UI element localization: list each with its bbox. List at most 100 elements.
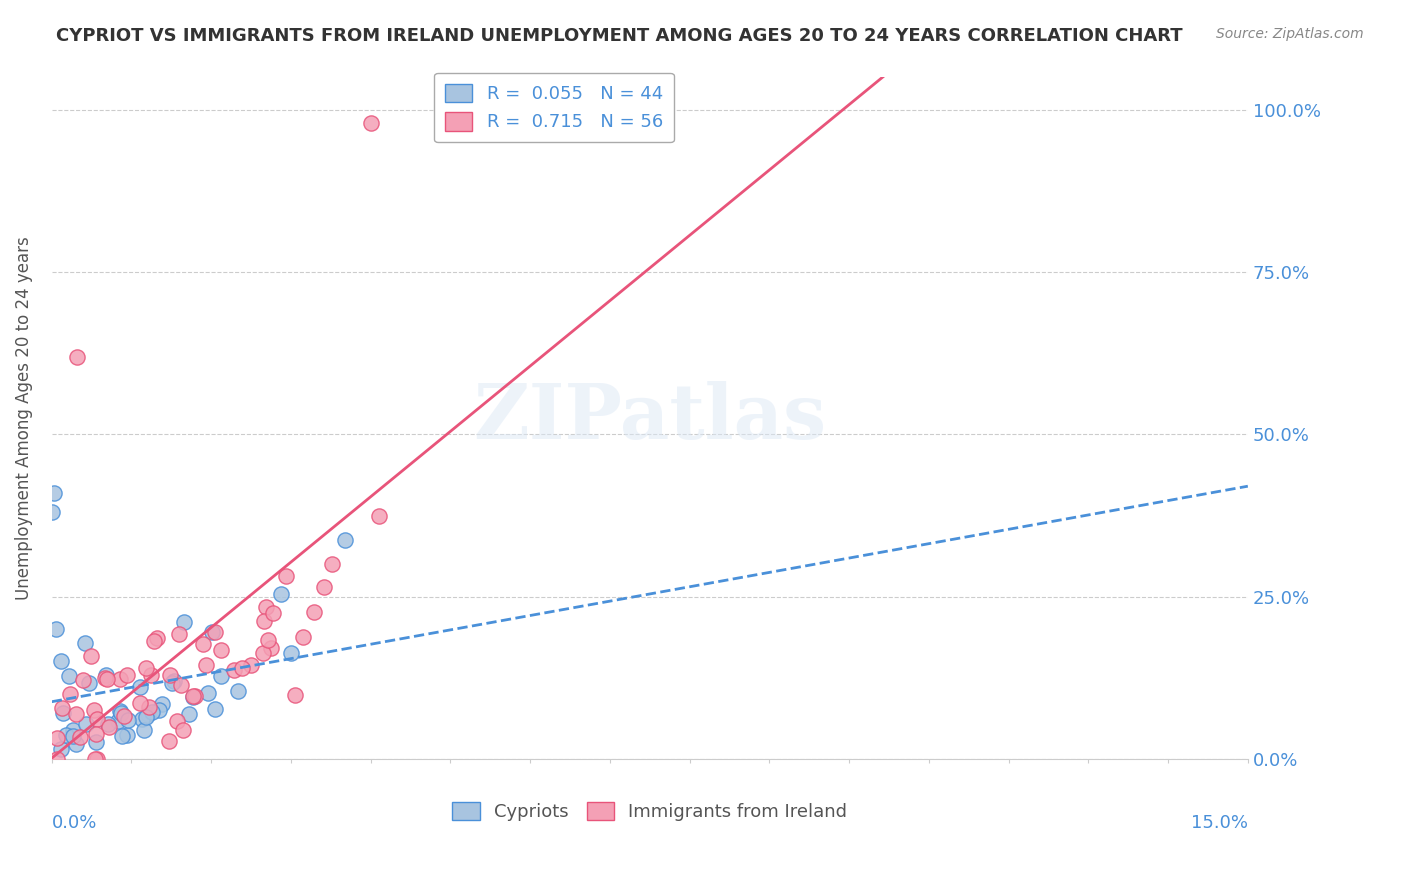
Cypriots [111,729,134,743]
Cypriots [135,710,157,724]
Cypriots [209,669,232,683]
Immigrants from Ireland [254,599,277,614]
Immigrants from Ireland [58,687,80,701]
Immigrants from Ireland [96,672,118,686]
Immigrants from Ireland [46,752,69,766]
Immigrants from Ireland [252,614,274,628]
Cypriots [62,723,84,737]
Immigrants from Ireland [260,640,283,655]
Cypriots [270,587,292,601]
Cypriots [52,706,75,721]
Immigrants from Ireland [129,696,152,710]
Cypriots [117,713,139,727]
Immigrants from Ireland [231,661,253,675]
Immigrants from Ireland [181,689,204,703]
Text: CYPRIOT VS IMMIGRANTS FROM IRELAND UNEMPLOYMENT AMONG AGES 20 TO 24 YEARS CORREL: CYPRIOT VS IMMIGRANTS FROM IRELAND UNEMP… [56,27,1182,45]
Immigrants from Ireland [145,631,167,645]
Cypriots [77,675,100,690]
Immigrants from Ireland [69,731,91,745]
Immigrants from Ireland [51,701,73,715]
Cypriots [160,675,183,690]
Cypriots [110,704,132,718]
Immigrants from Ireland [159,668,181,682]
Immigrants from Ireland [274,569,297,583]
Text: Source: ZipAtlas.com: Source: ZipAtlas.com [1216,27,1364,41]
Cypriots [152,697,174,711]
Immigrants from Ireland [115,668,138,682]
Cypriots [55,727,77,741]
Cypriots [42,486,65,500]
Cypriots [58,668,80,682]
Cypriots [148,703,170,717]
Cypriots [73,636,96,650]
Cypriots [115,728,138,742]
Cypriots [110,706,132,720]
Immigrants from Ireland [86,752,108,766]
Immigrants from Ireland [194,658,217,673]
Immigrants from Ireland [321,557,343,571]
Immigrants from Ireland [66,350,89,364]
Immigrants from Ireland [222,663,245,677]
Cypriots [226,684,249,698]
Cypriots [96,717,118,731]
Cypriots [197,686,219,700]
Immigrants from Ireland [46,731,69,745]
Immigrants from Ireland [139,667,162,681]
Text: ZIPatlas: ZIPatlas [474,381,827,455]
Immigrants from Ireland [112,708,135,723]
Immigrants from Ireland [470,103,492,117]
Cypriots [62,729,84,743]
Cypriots [131,712,153,726]
Cypriots [96,668,118,682]
Immigrants from Ireland [167,627,190,641]
Cypriots [181,690,204,705]
Immigrants from Ireland [360,116,382,130]
Immigrants from Ireland [98,720,121,734]
Immigrants from Ireland [209,642,232,657]
Immigrants from Ireland [204,625,226,640]
Immigrants from Ireland [86,712,108,726]
Immigrants from Ireland [143,633,166,648]
Cypriots [49,742,72,756]
Immigrants from Ireland [169,678,191,692]
Cypriots [163,674,186,689]
Immigrants from Ireland [84,727,107,741]
Immigrants from Ireland [138,700,160,714]
Immigrants from Ireland [314,580,336,594]
Immigrants from Ireland [262,606,284,620]
Text: 15.0%: 15.0% [1191,814,1249,831]
Text: 0.0%: 0.0% [52,814,97,831]
Immigrants from Ireland [368,508,391,523]
Legend: Cypriots, Immigrants from Ireland: Cypriots, Immigrants from Ireland [441,790,858,831]
Immigrants from Ireland [191,637,214,651]
Cypriots [65,737,87,751]
Immigrants from Ireland [72,673,94,687]
Cypriots [107,714,129,729]
Cypriots [280,646,302,660]
Immigrants from Ireland [157,734,180,748]
Immigrants from Ireland [291,631,314,645]
Immigrants from Ireland [65,707,87,722]
Immigrants from Ireland [83,752,105,766]
Immigrants from Ireland [172,723,194,738]
Immigrants from Ireland [166,714,188,728]
Immigrants from Ireland [240,657,263,672]
Immigrants from Ireland [94,671,117,685]
Immigrants from Ireland [252,647,274,661]
Cypriots [41,505,63,519]
Immigrants from Ireland [83,703,105,717]
Cypriots [201,624,224,639]
Cypriots [75,717,97,731]
Cypriots [45,622,67,636]
Immigrants from Ireland [80,648,103,663]
Cypriots [141,705,163,719]
Immigrants from Ireland [135,661,157,675]
Cypriots [132,723,155,737]
Cypriots [173,615,195,629]
Cypriots [49,654,72,668]
Cypriots [177,706,200,721]
Immigrants from Ireland [108,673,131,687]
Cypriots [128,680,150,694]
Y-axis label: Unemployment Among Ages 20 to 24 years: Unemployment Among Ages 20 to 24 years [15,236,32,600]
Cypriots [136,707,159,722]
